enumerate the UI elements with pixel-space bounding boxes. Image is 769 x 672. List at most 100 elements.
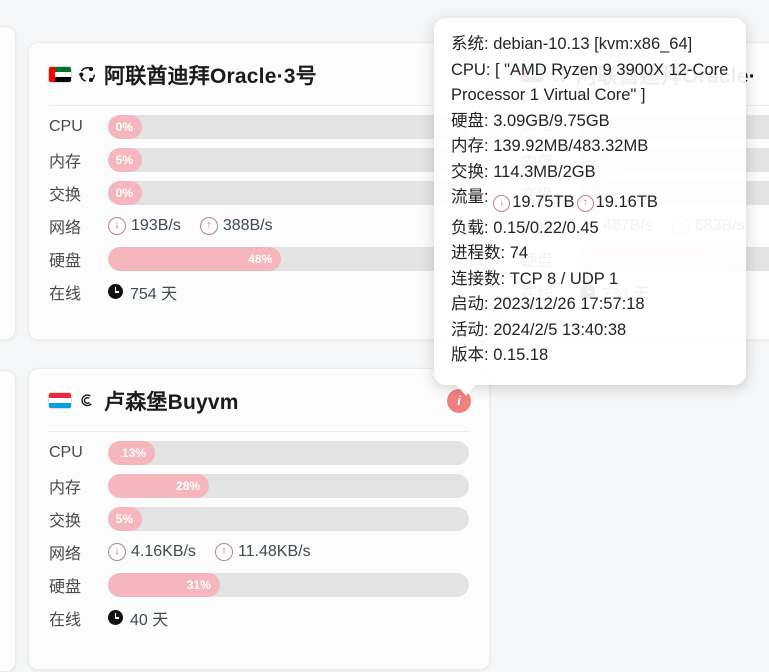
ubuntu-icon: [79, 66, 96, 83]
tooltip-label-connections: 连接数:: [451, 269, 506, 288]
tooltip-line-version: 版本: 0.15.18: [451, 343, 729, 369]
tooltip-line-connections: 连接数: TCP 8 / UDP 1: [451, 267, 729, 293]
download-arrow-icon: ↓: [108, 542, 126, 561]
tooltip-label-load: 负载:: [451, 218, 489, 237]
download-arrow-icon: ↓: [493, 194, 511, 212]
card-partial-left-lower[interactable]: [0, 370, 16, 672]
memory-progress-track: 28%: [108, 473, 469, 498]
card-title: 卢森堡Buyvm: [104, 390, 239, 414]
card-partial-left[interactable]: [0, 26, 16, 340]
tooltip-line-memory: 内存: 139.92MB/483.32MB: [451, 134, 729, 160]
cpu-progress-fill: 0%: [108, 114, 142, 139]
uptime-value-group: 754 天: [108, 280, 177, 304]
memory-progress-fill: 28%: [108, 473, 210, 498]
cpu-progress-value: 13%: [121, 445, 146, 460]
debian-icon: [81, 394, 92, 407]
network-up-value: 11.48KB/s: [237, 542, 311, 560]
tooltip-value-boot: 2023/12/26 17:57:18: [493, 295, 645, 314]
metric-rows: CPU 0% 内存 5% 交换 0%: [29, 106, 489, 318]
uptime-value-group: 40 天: [108, 606, 168, 630]
tooltip-line-active: 活动: 2024/2/5 13:40:38: [451, 318, 729, 344]
tooltip-label-version: 版本:: [451, 346, 489, 365]
metric-row-swap: 交换 0%: [29, 176, 489, 209]
disk-progress-value: 48%: [248, 251, 273, 266]
network-down-value: 4.16KB/s: [131, 542, 196, 560]
tooltip-label-cpu: CPU:: [451, 60, 491, 79]
metric-label-network: 网络: [49, 545, 82, 563]
metric-label-disk: 硬盘: [49, 578, 82, 596]
lu-flag-icon: [49, 393, 71, 408]
metric-label-swap: 交换: [49, 512, 82, 530]
clock-icon: [108, 284, 123, 299]
download-arrow-icon: ↓: [108, 216, 126, 235]
tooltip-value-cpu: [ "AMD Ryzen 9 3900X 12-Core Processor 1…: [451, 60, 729, 105]
server-status-board: 阿联酋迪拜Oracle·3号 CPU 0% 内存 5%: [0, 18, 769, 672]
server-card-uae-oracle-3[interactable]: 阿联酋迪拜Oracle·3号 CPU 0% 内存 5%: [28, 42, 490, 340]
network-values: ↓ 4.16KB/s ↑ 11.48KB/s: [108, 542, 311, 561]
tooltip-value-version: 0.15.18: [493, 346, 549, 365]
upload-arrow-icon: ↑: [576, 194, 594, 212]
tooltip-value-processes: 74: [509, 244, 529, 263]
tooltip-line-load: 负载: 0.15/0.22/0.45: [451, 216, 729, 242]
tooltip-value-memory: 139.92MB/483.32MB: [493, 137, 649, 155]
tooltip-label-active: 活动:: [451, 320, 489, 339]
tooltip-line-swap: 交换: 114.3MB/2GB: [451, 160, 729, 186]
tooltip-value-active: 2024/2/5 13:40:38: [493, 320, 627, 339]
swap-progress-track: 5%: [108, 506, 469, 531]
memory-progress-track: 5%: [108, 147, 469, 172]
metric-row-cpu: CPU 0%: [29, 110, 489, 143]
tooltip-value-system: debian-10.13 [kvm:x86_64]: [493, 35, 693, 53]
tooltip-line-boot: 启动: 2023/12/26 17:57:18: [451, 292, 729, 318]
card-title: 阿联酋迪拜Oracle·3号: [104, 64, 317, 88]
cpu-progress-track: 13%: [108, 440, 469, 465]
metric-rows: CPU 13% 内存 28% 交换 5%: [29, 432, 489, 644]
tooltip-traffic-group: ↓ 19.75TB ↑ 19.16TB: [493, 190, 658, 216]
metric-label-cpu: CPU: [49, 117, 83, 135]
tooltip-label-traffic: 流量:: [451, 188, 489, 206]
cpu-progress-fill: 13%: [108, 440, 155, 465]
tooltip-traffic-up: 19.16TB: [595, 193, 658, 212]
tooltip-label-swap: 交换:: [451, 162, 489, 181]
metric-label-disk: 硬盘: [49, 252, 82, 270]
metric-row-network: 网络 ↓ 4.16KB/s ↑ 11.48KB/s: [29, 535, 489, 568]
tooltip-label-system: 系统:: [451, 35, 489, 53]
upload-arrow-icon: ↑: [199, 216, 218, 235]
metric-row-memory: 内存 28%: [29, 469, 489, 502]
card-header: 卢森堡Buyvm i: [29, 369, 489, 432]
metric-label-online: 在线: [49, 611, 82, 629]
tooltip-value-swap: 114.3MB/2GB: [493, 162, 596, 181]
tooltip-value-load: 0.15/0.22/0.45: [493, 218, 599, 237]
tooltip-label-disk: 硬盘:: [451, 111, 489, 130]
tooltip-label-boot: 启动:: [451, 295, 489, 314]
disk-progress-track: 48%: [108, 246, 469, 271]
swap-progress-value: 0%: [115, 185, 133, 200]
disk-progress-track: 31%: [108, 572, 469, 597]
metric-label-cpu: CPU: [49, 443, 83, 461]
tooltip-value-disk: 3.09GB/9.75GB: [493, 111, 610, 130]
metric-row-online: 在线 40 天: [29, 601, 489, 634]
cpu-progress-value: 0%: [115, 119, 133, 134]
swap-progress-fill: 0%: [108, 180, 142, 205]
tooltip-label-memory: 内存:: [451, 137, 489, 155]
tooltip-line-cpu: CPU: [ "AMD Ryzen 9 3900X 12-Core Proces…: [451, 58, 729, 109]
memory-progress-value: 5%: [115, 152, 133, 167]
metric-row-online: 在线 754 天: [29, 275, 489, 308]
metric-row-swap: 交换 5%: [29, 502, 489, 535]
metric-label-network: 网络: [49, 219, 82, 237]
server-card-luxembourg-buyvm[interactable]: 卢森堡Buyvm i CPU 13% 内存 28%: [28, 368, 490, 670]
memory-progress-value: 28%: [176, 478, 201, 493]
tooltip-line-disk: 硬盘: 3.09GB/9.75GB: [451, 109, 729, 135]
disk-progress-fill: 48%: [108, 246, 282, 271]
tooltip-line-traffic: 流量: ↓ 19.75TB ↑ 19.16TB: [451, 185, 729, 216]
server-detail-tooltip: 系统: debian-10.13 [kvm:x86_64] CPU: [ "AM…: [434, 18, 746, 396]
disk-progress-fill: 31%: [108, 572, 220, 597]
tooltip-line-system: 系统: debian-10.13 [kvm:x86_64]: [451, 32, 729, 58]
disk-progress-value: 31%: [186, 577, 211, 592]
tooltip-value-connections: TCP 8 / UDP 1: [509, 269, 619, 288]
metric-row-memory: 内存 5%: [29, 143, 489, 176]
tooltip-label-processes: 进程数:: [451, 244, 506, 263]
swap-progress-value: 5%: [115, 511, 133, 526]
metric-label-online: 在线: [49, 285, 82, 303]
network-values: ↓ 193B/s ↑ 388B/s: [108, 216, 273, 235]
tooltip-traffic-down: 19.75TB: [512, 193, 575, 212]
